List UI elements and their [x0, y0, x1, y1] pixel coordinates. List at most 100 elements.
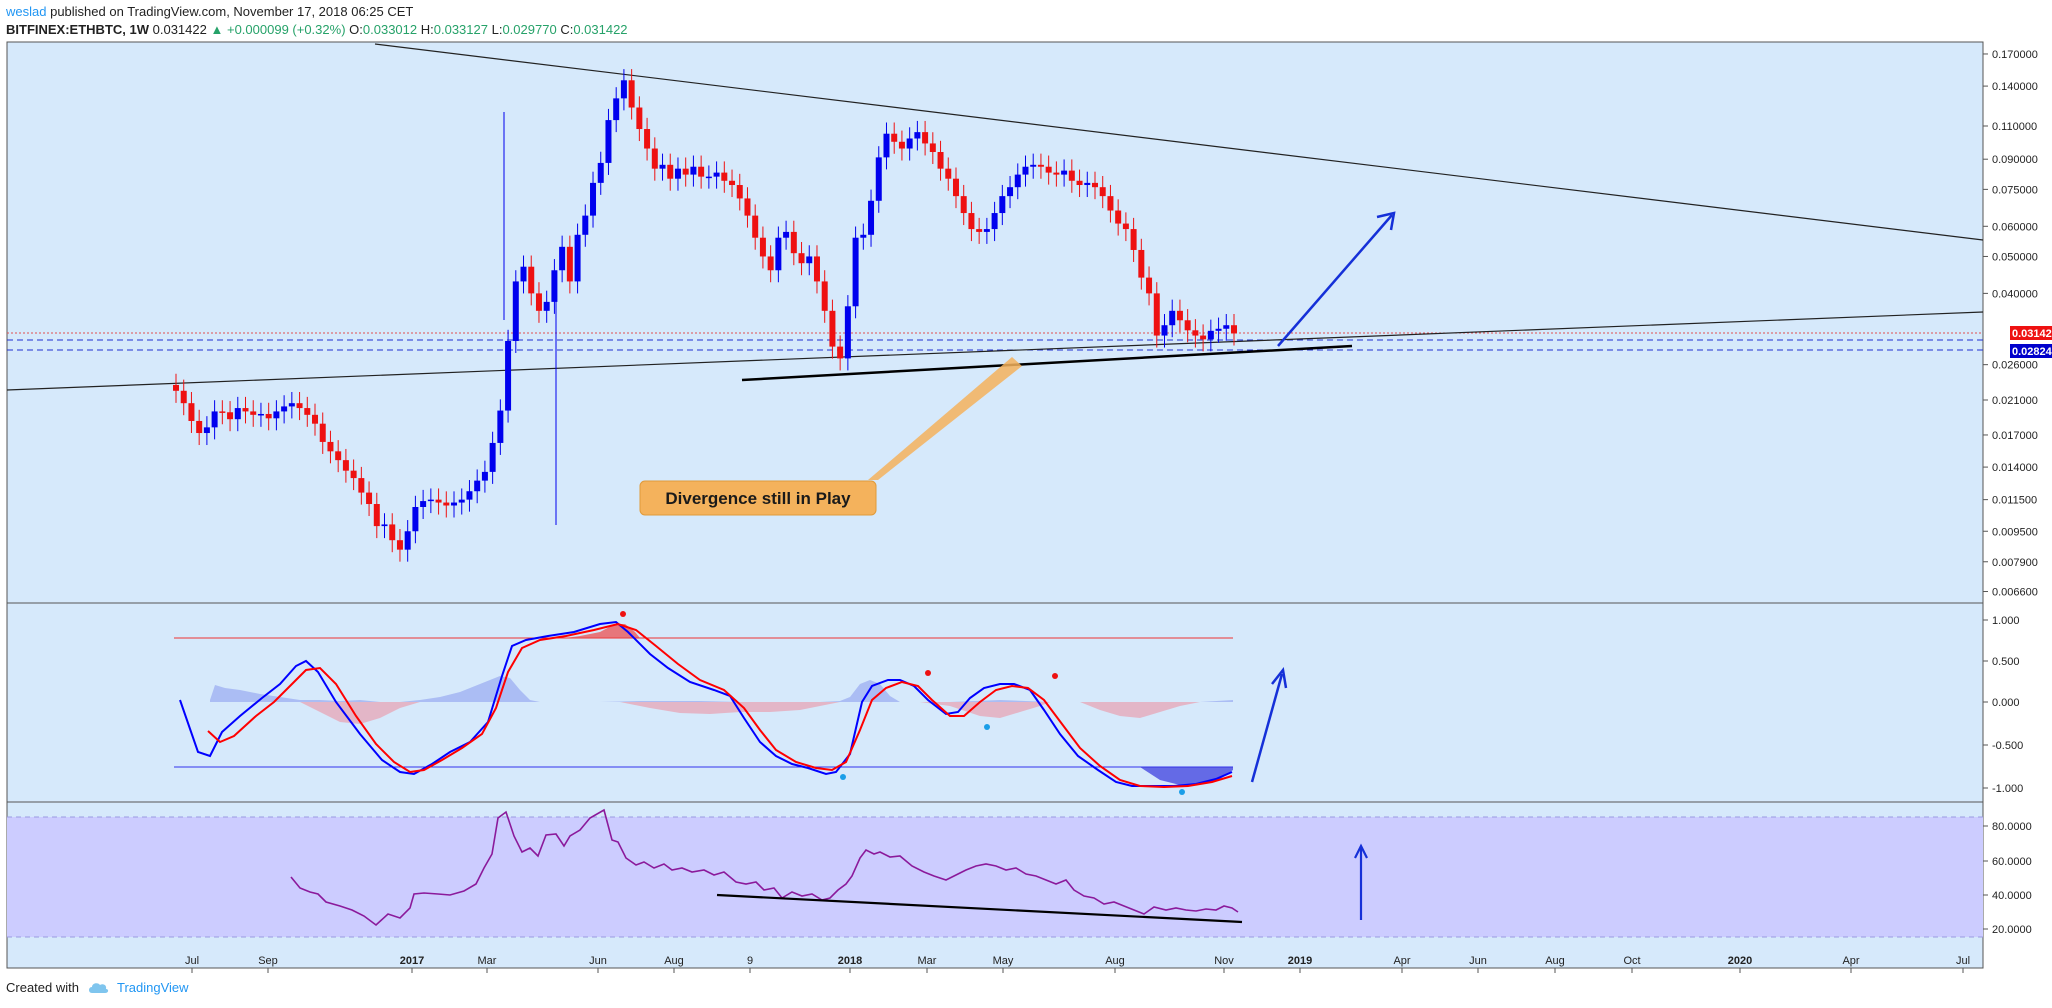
candle-body: [551, 270, 558, 302]
candle-body: [489, 442, 496, 472]
price-tick-label: 0.006600: [1992, 587, 2038, 599]
stoch-peak-marker: [620, 611, 626, 617]
last-price: 0.031422: [152, 22, 207, 37]
candle-body: [674, 168, 681, 179]
price-pane[interactable]: [6, 41, 1984, 604]
low-value: 0.029770: [502, 22, 557, 37]
candle-body: [211, 411, 218, 428]
candle-body: [790, 231, 797, 254]
candle-body: [273, 411, 280, 419]
ascending-trendline[interactable]: [6, 311, 1984, 391]
candle-body: [389, 524, 396, 541]
tradingview-link[interactable]: TradingView: [116, 980, 189, 995]
candle-body: [304, 408, 311, 415]
candle-body: [659, 164, 666, 169]
callout-box[interactable]: [639, 480, 877, 516]
candle-body: [775, 237, 782, 271]
candle-body: [1146, 277, 1153, 294]
candle-body: [520, 266, 527, 282]
price-tick-label: 0.014000: [1992, 462, 2038, 474]
candle-body: [188, 403, 195, 421]
price-tick-label: 0.090000: [1992, 154, 2038, 166]
candle-body: [319, 423, 326, 442]
candle-body: [582, 215, 589, 235]
time-tick-label: 2018: [838, 955, 862, 967]
high-label: H:: [420, 22, 434, 37]
price-tick-label: 0.007900: [1992, 557, 2038, 569]
time-tick-label: Mar: [918, 955, 937, 967]
last-price-badge: [2010, 326, 2052, 340]
price-divergence-line[interactable]: [741, 344, 1353, 382]
candle-body: [250, 411, 257, 415]
candle-body: [512, 281, 519, 341]
publish-text: published on TradingView.com, November 1…: [50, 4, 414, 19]
symbol-name: BITFINEX:ETHBTC, 1W: [6, 22, 149, 37]
author-link[interactable]: weslad: [6, 4, 47, 19]
support-price-badge-label: 0.028243: [2012, 346, 2052, 358]
time-tick-label: Jun: [1469, 955, 1487, 967]
candlestick-series: [173, 69, 1237, 562]
candle-body: [667, 164, 674, 179]
candle-body: [1107, 196, 1114, 211]
rsi-tick-label: 20.0000: [1992, 924, 2032, 936]
time-tick-label: Apr: [1393, 955, 1410, 967]
candle-body: [829, 310, 836, 347]
candle-body: [767, 256, 774, 271]
candle-body: [227, 412, 234, 420]
stoch-tick-label: 1.000: [1992, 615, 2020, 627]
candle-body: [481, 471, 488, 481]
projection-arrow-shaft: [1277, 214, 1393, 347]
rsi-divergence-line[interactable]: [716, 893, 1243, 924]
candle-body: [605, 120, 612, 163]
stoch-trough-marker: [1179, 789, 1185, 795]
rsi-axis: 80.0000 60.0000 40.0000 20.0000: [1983, 821, 2032, 936]
price-tick-label: 0.021000: [1992, 395, 2038, 407]
stoch-trough-marker: [840, 774, 846, 780]
candle-body: [342, 460, 349, 471]
candle-body: [1045, 166, 1052, 173]
candle-body: [875, 157, 882, 201]
candle-body: [180, 390, 187, 404]
price-tick-label: 0.017000: [1992, 430, 2038, 442]
time-tick-label: 2020: [1728, 955, 1752, 967]
stoch-peak-marker: [925, 670, 931, 676]
time-tick-label: May: [993, 955, 1014, 967]
candle-body: [528, 266, 535, 294]
candle-body: [1130, 229, 1137, 250]
candle-body: [844, 306, 851, 359]
candle-body: [968, 213, 975, 230]
candle-body: [396, 540, 403, 550]
time-tick-label: 9: [747, 955, 753, 967]
candle-body: [837, 346, 844, 359]
candle-body: [265, 413, 272, 419]
candle-body: [335, 451, 342, 461]
descending-trendline[interactable]: [374, 43, 1984, 241]
time-tick-label: Aug: [1545, 955, 1565, 967]
low-label: L:: [491, 22, 503, 37]
candle-body: [1200, 335, 1207, 340]
candle-body: [1231, 325, 1237, 334]
candle-body: [566, 246, 573, 282]
candle-body: [1207, 330, 1214, 340]
stoch-tick-label: -1.000: [1992, 783, 2023, 795]
candle-body: [721, 172, 728, 181]
candle-body: [458, 499, 465, 503]
candle-body: [366, 492, 373, 505]
candle-body: [196, 420, 203, 434]
candle-body: [1122, 223, 1129, 230]
candle-body: [752, 215, 759, 238]
candle-body: [613, 98, 620, 121]
candle-body: [852, 237, 859, 307]
candle-body: [535, 293, 542, 311]
up-arrow-icon: ▲: [210, 22, 224, 37]
rsi-tick-label: 80.0000: [1992, 821, 2032, 833]
candle-body: [590, 182, 597, 216]
rsi-arrow-icon: [1354, 843, 1368, 859]
candle-body: [1014, 174, 1021, 188]
candle-body: [636, 107, 643, 130]
candle-body: [976, 229, 983, 232]
stoch-histogram-positive: [210, 676, 1233, 702]
time-tick-label: Mar: [478, 955, 497, 967]
candle-body: [497, 410, 504, 443]
